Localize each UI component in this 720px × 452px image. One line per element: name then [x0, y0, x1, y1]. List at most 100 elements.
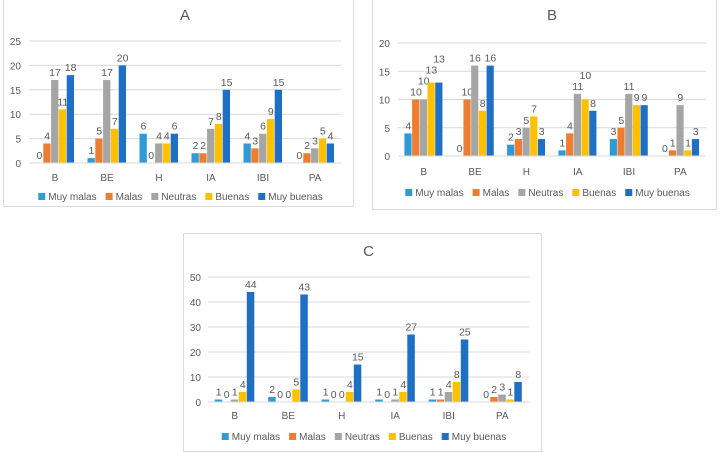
x-category-label: IA — [573, 167, 583, 178]
bar-buenas — [632, 105, 641, 156]
bar-neutras — [155, 143, 163, 163]
legend-label: Buenas — [215, 192, 249, 203]
bar-neutras — [676, 105, 684, 156]
data-label: 1 — [232, 387, 238, 399]
bar-muy-buenas — [118, 65, 126, 163]
bar-muy-buenas — [407, 334, 415, 402]
data-label: 1 — [430, 387, 436, 399]
data-label: 15 — [273, 77, 285, 89]
bar-buenas — [238, 392, 247, 402]
data-label: 3 — [312, 135, 318, 147]
legend-label: Malas — [299, 432, 326, 443]
data-label: 7 — [531, 103, 537, 115]
legend-swatch — [38, 193, 46, 200]
bar-malas — [251, 148, 259, 163]
data-label: 0 — [285, 389, 291, 401]
data-label: 0 — [331, 389, 337, 401]
x-category-label: PA — [674, 167, 687, 178]
legend-swatch — [625, 189, 633, 196]
legend-label: Malas — [116, 192, 143, 203]
bar-muy-buenas — [326, 143, 334, 163]
y-tick-label: 40 — [190, 298, 202, 309]
bar-muy-buenas — [537, 139, 546, 156]
data-label: 3 — [693, 126, 699, 138]
bar-muy-buenas — [640, 105, 648, 156]
bar-neutras — [573, 93, 582, 156]
bar-neutras — [471, 65, 479, 156]
data-label: 0 — [384, 389, 390, 401]
bar-buenas — [110, 128, 119, 163]
chart-b: B 0 5 10 15 20 B 4 10 10 13 13 BE 0 10 16 8 16 H 2 3 5 7 3 IA 1 4 1… — [372, 0, 717, 210]
legend-label: Muy buenas — [268, 192, 322, 203]
bar-muy-malas — [507, 144, 515, 156]
y-tick-label: 0 — [15, 159, 21, 170]
bar-muy-malas — [375, 399, 383, 402]
legend-swatch — [221, 433, 229, 440]
chart-title: C — [363, 243, 374, 260]
data-label: 18 — [65, 62, 77, 74]
bar-muy-buenas — [353, 364, 362, 402]
data-label: 4 — [328, 130, 334, 142]
y-tick-label: 50 — [190, 273, 202, 284]
bar-muy-malas — [428, 399, 437, 402]
data-label: 4 — [244, 130, 250, 142]
data-label: 11 — [57, 96, 68, 108]
bar-muy-malas — [243, 143, 251, 163]
x-category-label: H — [338, 411, 345, 422]
data-label: 4 — [164, 130, 170, 142]
bar-malas — [514, 139, 522, 156]
legend-swatch — [105, 193, 113, 200]
data-label: 25 — [459, 327, 471, 339]
data-label: 7 — [112, 116, 118, 128]
bar-malas — [412, 99, 420, 156]
bar-buenas — [345, 392, 354, 402]
data-label: 0 — [339, 389, 345, 401]
data-label: 44 — [245, 279, 257, 291]
x-category-label: B — [231, 411, 238, 422]
bar-muy-malas — [404, 133, 412, 156]
bar-muy-buenas — [514, 382, 522, 402]
data-label: 0 — [277, 389, 283, 401]
y-tick-label: 30 — [190, 323, 202, 334]
data-label: 2 — [304, 140, 310, 152]
bar-buenas — [684, 150, 692, 156]
x-category-label: IA — [391, 411, 401, 422]
data-label: 10 — [410, 87, 422, 99]
x-category-label: BE — [468, 167, 482, 178]
bar-buenas — [318, 138, 327, 163]
bar-malas — [566, 133, 574, 156]
x-category-label: IBI — [257, 173, 269, 184]
data-label: 5 — [523, 115, 529, 127]
data-label: 11 — [624, 81, 635, 93]
data-label: 9 — [677, 92, 683, 104]
y-tick-label: 20 — [379, 39, 391, 50]
data-label: 17 — [49, 67, 61, 79]
data-label: 1 — [216, 387, 222, 399]
data-label: 5 — [618, 115, 624, 127]
legend-label: Muy buenas — [452, 432, 506, 443]
data-label: 6 — [140, 121, 146, 133]
legend-label: Buenas — [582, 188, 616, 199]
data-label: 0 — [457, 143, 463, 155]
bar-neutras — [259, 133, 267, 163]
bar-buenas — [530, 116, 538, 156]
data-label: 5 — [320, 126, 326, 138]
bar-neutras — [103, 80, 111, 163]
bar-muy-buenas — [170, 133, 178, 163]
data-label: 4 — [347, 379, 353, 391]
data-label: 4 — [567, 120, 573, 132]
data-label: 4 — [156, 130, 162, 142]
data-label: 3 — [252, 135, 258, 147]
x-category-label: B — [420, 167, 427, 178]
y-tick-label: 0 — [384, 152, 390, 163]
data-label: 27 — [405, 322, 417, 334]
y-tick-label: 20 — [10, 61, 22, 72]
bar-buenas — [452, 382, 461, 402]
bar-muy-buenas — [691, 139, 700, 156]
data-label: 8 — [590, 98, 596, 110]
data-label: 1 — [559, 137, 565, 149]
legend-swatch — [572, 189, 580, 196]
legend-swatch — [151, 193, 159, 200]
bar-malas — [95, 138, 103, 163]
